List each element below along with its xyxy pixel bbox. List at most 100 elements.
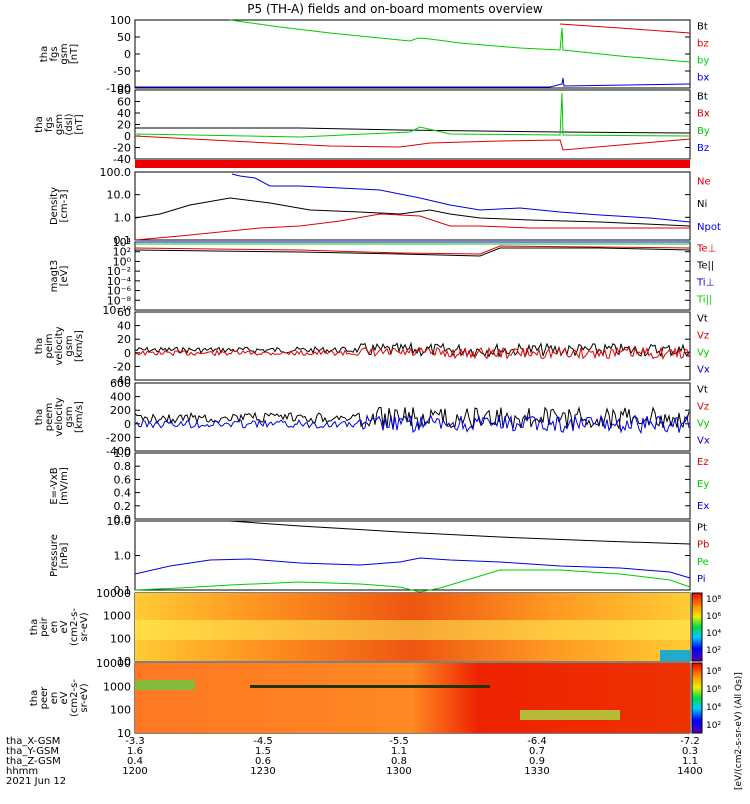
y-tick-label: 1.0 — [114, 447, 132, 460]
y-axis-label: [nT] — [69, 44, 80, 64]
y-tick-label: 1.0 — [114, 550, 132, 563]
x-tick-label: 0.9 — [529, 756, 545, 767]
y-axis-label: E=-VxB — [49, 467, 60, 504]
y-tick-label: 20 — [117, 333, 131, 346]
colorbar-tick-label: 10⁸ — [706, 667, 721, 677]
y-tick-label: 0 — [124, 347, 131, 360]
plot-title: P5 (TH-A) fields and on-board moments ov… — [247, 2, 543, 16]
colorbar-electron — [691, 662, 703, 734]
y-axis-label: velocity — [54, 397, 65, 436]
y-tick-label: 100 — [110, 14, 131, 27]
y-axis-label: gsm — [59, 43, 70, 64]
traces-group — [134, 19, 691, 593]
y-axis-label: [eV] — [59, 266, 70, 287]
x-tick-label: 1.6 — [127, 746, 143, 757]
legend-entry: Ne — [697, 176, 711, 187]
peer-dark-line — [250, 685, 490, 688]
y-tick-label: 0.0 — [114, 513, 132, 526]
colorbar-tick-label: 10² — [706, 721, 721, 731]
pi-trace — [134, 557, 691, 579]
peir-low-energy-band — [135, 620, 690, 640]
ti-trace — [134, 245, 691, 255]
peer-spectrogram — [135, 663, 690, 733]
legend-entry: Pb — [697, 540, 709, 551]
colorbar-label: [eV/(cm2-s-sr-eV) (All Qs)] — [734, 672, 744, 790]
x-tick-label: 0.4 — [127, 756, 143, 767]
y-axis-label: Density — [49, 187, 60, 225]
red-bar-strip — [135, 160, 690, 168]
legend-entry: bx — [697, 72, 709, 83]
colorbar-tick-label: 10⁸ — [706, 595, 721, 605]
y-tick-label: 0 — [124, 130, 131, 143]
y-tick-label: -20 — [113, 360, 131, 373]
fgs-dsl-by-trace — [134, 92, 691, 138]
legend-entry: Vx — [697, 364, 710, 375]
y-axis-label: sr-eV) — [79, 683, 90, 712]
x-tick-label: 0.6 — [255, 756, 271, 767]
y-tick-label: 20 — [117, 119, 131, 132]
x-tick-label: -6.4 — [527, 736, 547, 747]
y-axis-label: (cm2-s- — [69, 608, 80, 646]
y-axis-label: sr-eV) — [79, 612, 90, 641]
legend-entry: Te⊥ — [696, 243, 716, 254]
y-axis-label: [cm-3] — [59, 189, 70, 222]
y-tick-label: 200 — [110, 404, 131, 417]
y-axis-label: en — [49, 621, 60, 634]
legend-entry: Vz — [697, 401, 709, 412]
y-axis-label: eV — [59, 620, 70, 633]
y-tick-label: 0 — [124, 48, 131, 61]
x-row-label: hhmm — [6, 766, 38, 777]
legend-entry: Vt — [697, 313, 708, 324]
y-tick-label: 50 — [117, 31, 131, 44]
peem-velocity-blue-trace — [134, 414, 690, 435]
y-tick-label: 0.1 — [114, 234, 132, 247]
y-axis-label: tha — [29, 690, 40, 706]
y-tick-label: -40 — [113, 374, 131, 387]
y-tick-label: -400 — [106, 445, 131, 458]
colorbar-tick-label: 10⁶ — [706, 685, 721, 695]
legend-entry: Bt — [697, 21, 708, 32]
x-row-label: tha_X-GSM — [6, 736, 60, 747]
panel-frame-temp — [134, 241, 691, 311]
y-tick-label: 0.2 — [114, 500, 132, 513]
y-tick-label: 10⁰ — [113, 255, 132, 268]
legend-entry: By — [697, 126, 710, 137]
te-trace — [134, 247, 691, 257]
spectrogram-group — [135, 593, 690, 733]
y-tick-label: 400 — [110, 391, 131, 404]
ylabels-group: tha fgs gsm [nT]tha fgs gsm (dsl) [nT]Density [c… — [29, 43, 90, 717]
y-tick-label: 10000 — [96, 657, 131, 670]
ne-trace — [134, 213, 690, 241]
x-tick-label: 1400 — [677, 766, 702, 777]
panel-frame-pressure — [134, 520, 691, 591]
legend-entry: Bx — [697, 109, 710, 120]
y-tick-label: 0.6 — [114, 473, 132, 486]
y-tick-label: 100.0 — [100, 166, 132, 179]
y-tick-label: 60 — [117, 96, 131, 109]
y-tick-label: 10⁴ — [113, 236, 132, 249]
y-axis-label: tha — [34, 409, 45, 425]
x-row-label: tha_Z-GSM — [6, 756, 61, 767]
colorbar-group: [eV/(cm2-s-sr-eV) (All Qs)] — [691, 592, 744, 790]
by-trace — [229, 19, 691, 63]
x-tick-label: 0.7 — [529, 746, 545, 757]
x-tick-label: -4.5 — [253, 736, 273, 747]
peem-velocity-traces — [134, 406, 690, 431]
y-tick-label: 80 — [117, 84, 131, 97]
y-axis-label: en — [49, 692, 60, 705]
bx-trace — [135, 77, 691, 88]
y-tick-label: 10⁻⁸ — [107, 294, 132, 307]
legend-entry: Pe — [697, 557, 709, 568]
y-tick-label: 10⁻⁴ — [107, 275, 132, 288]
x-row-label: 2021 Jun 12 — [6, 776, 66, 787]
x-tick-label: 1.1 — [682, 756, 698, 767]
legend-entry: Vy — [697, 418, 710, 429]
y-axis-label: [km/s] — [74, 330, 85, 362]
panel-frame-fgs_gsm — [134, 19, 691, 89]
y-tick-label: -200 — [106, 431, 131, 444]
y-tick-label: 10⁻⁶ — [107, 285, 132, 298]
legend-entry: Ni — [697, 199, 707, 210]
y-tick-label: 60 — [117, 306, 131, 319]
